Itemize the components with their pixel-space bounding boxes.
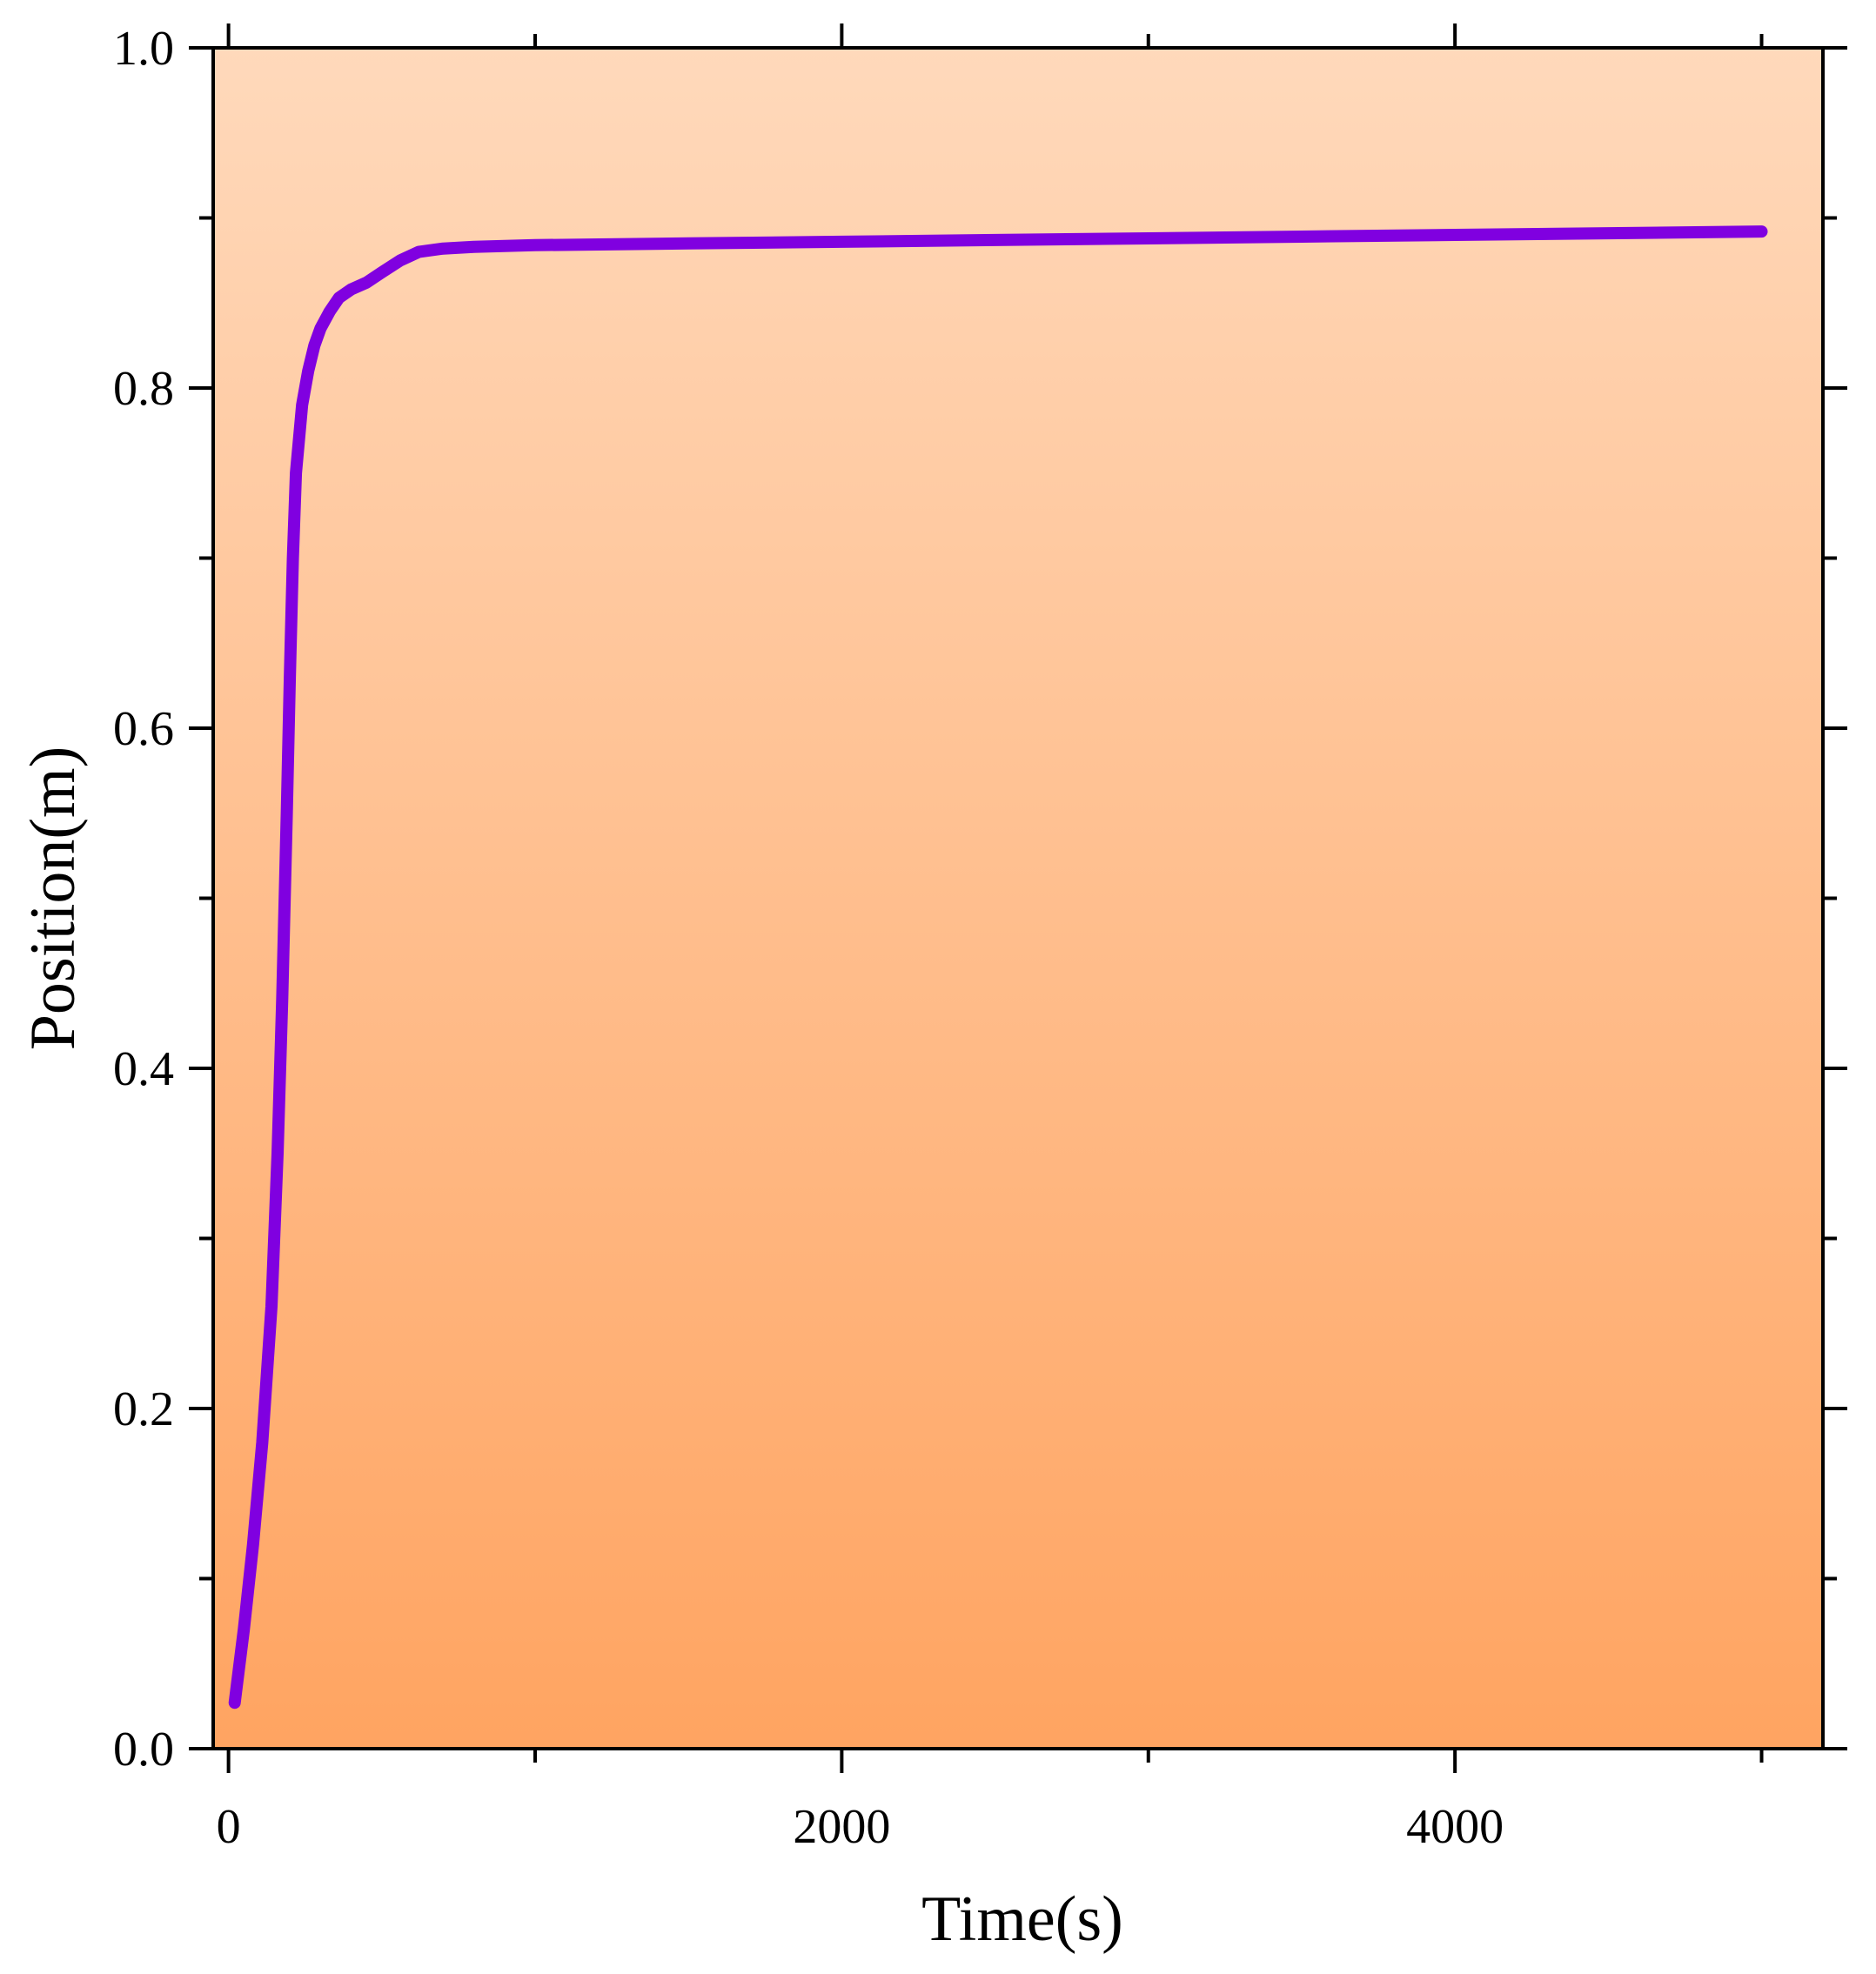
tick-labels: 0 2000 4000 0.0 0.2 0.4 0.6 0.8 1.0 xyxy=(113,22,1504,1854)
series-layer xyxy=(228,225,1768,1710)
x-tick-label: 0 xyxy=(217,1800,241,1854)
plot-frame xyxy=(211,46,1825,1750)
y-tick-label: 1.0 xyxy=(113,22,174,76)
plot-background xyxy=(213,48,1823,1749)
y-tick-label: 0.2 xyxy=(113,1382,174,1436)
x-tick-label: 4000 xyxy=(1406,1800,1504,1854)
y-axis-label: Position(m) xyxy=(17,746,89,1050)
x-axis-label: Time(s) xyxy=(921,1884,1123,1955)
y-tick-label: 0.4 xyxy=(113,1042,174,1096)
y-tick-label: 0.0 xyxy=(113,1723,174,1777)
y-tick-label: 0.8 xyxy=(113,362,174,416)
axis-ticks xyxy=(189,23,1847,1773)
series-line xyxy=(228,225,1768,1710)
x-tick-label: 2000 xyxy=(793,1800,890,1854)
y-tick-label: 0.6 xyxy=(113,702,174,756)
